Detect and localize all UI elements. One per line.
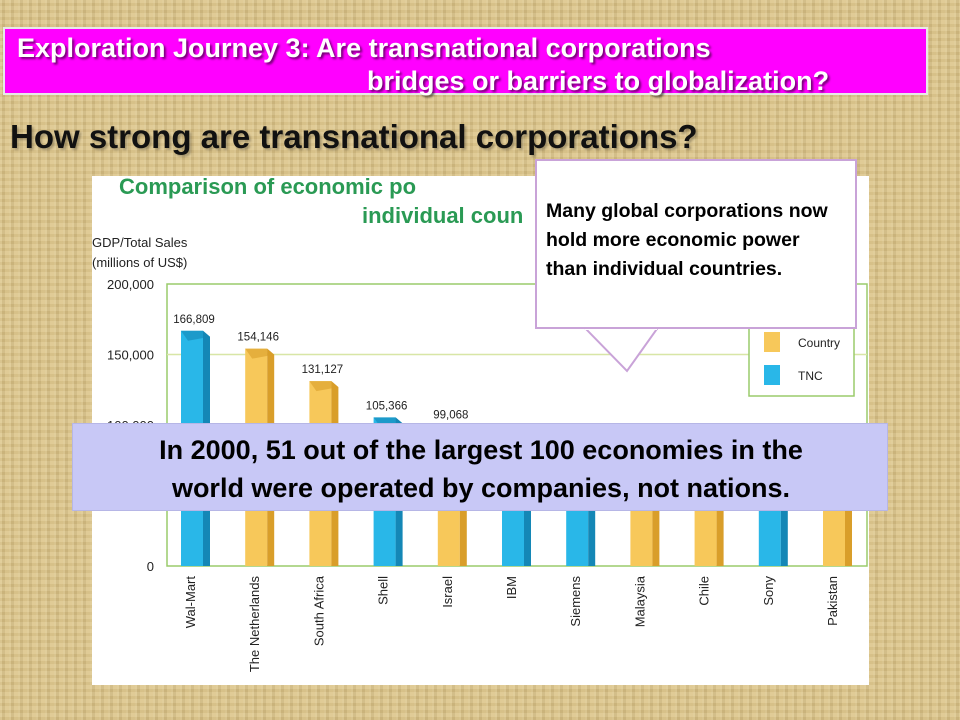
x-tick-label: Siemens bbox=[568, 576, 583, 627]
legend-swatch-country bbox=[764, 332, 780, 352]
bar-value-label: 154,146 bbox=[237, 332, 279, 344]
x-tick-label: Shell bbox=[376, 576, 391, 605]
legend-swatch-tnc bbox=[764, 365, 780, 385]
x-tick-label: Wal-Mart bbox=[183, 576, 198, 629]
y-tick-label: 0 bbox=[147, 559, 154, 574]
banner-line2: world were operated by companies, not na… bbox=[171, 473, 791, 503]
bar-value-label: 131,127 bbox=[302, 364, 344, 376]
x-tick-label: IBM bbox=[504, 576, 519, 599]
x-tick-label: Malaysia bbox=[632, 575, 647, 627]
callout: Many global corporations now hold more e… bbox=[535, 159, 857, 373]
banner-line1: In 2000, 51 out of the largest 100 econo… bbox=[159, 435, 803, 465]
y-tick-label: 200,000 bbox=[107, 277, 154, 292]
callout-text: Many global corporations now hold more e… bbox=[546, 200, 828, 280]
chart-title-line2: individual coun bbox=[362, 203, 523, 228]
callout-box bbox=[535, 159, 857, 329]
x-tick-label: South Africa bbox=[311, 575, 326, 646]
callout-tail bbox=[583, 326, 661, 373]
x-tick-label: Chile bbox=[697, 576, 712, 606]
summary-banner: In 2000, 51 out of the largest 100 econo… bbox=[72, 423, 888, 511]
slide-title-box: Exploration Journey 3: Are transnational… bbox=[3, 27, 928, 96]
slide-title-line2: bridges or barriers to globalization? bbox=[367, 66, 830, 96]
legend-label-tnc: TNC bbox=[798, 369, 823, 383]
bar-value-label: 105,366 bbox=[366, 400, 408, 412]
x-tick-label: Sony bbox=[761, 576, 776, 606]
bar-value-label: 99,068 bbox=[433, 409, 468, 421]
y-axis-label-line1: GDP/Total Sales bbox=[92, 235, 188, 250]
chart-title-line1: Comparison of economic po bbox=[119, 176, 416, 199]
y-axis-label-line2: (millions of US$) bbox=[92, 255, 187, 270]
x-tick-label: Pakistan bbox=[825, 576, 840, 626]
x-tick-label: Israel bbox=[440, 576, 455, 608]
bar-value-label: 166,809 bbox=[173, 314, 215, 326]
legend-label-country: Country bbox=[798, 336, 840, 350]
slide-title-line1: Exploration Journey 3: Are transnational… bbox=[17, 33, 711, 63]
x-tick-label: The Netherlands bbox=[247, 576, 262, 673]
y-tick-label: 150,000 bbox=[107, 348, 154, 363]
slide-subtitle: How strong are transnational corporation… bbox=[10, 118, 698, 155]
